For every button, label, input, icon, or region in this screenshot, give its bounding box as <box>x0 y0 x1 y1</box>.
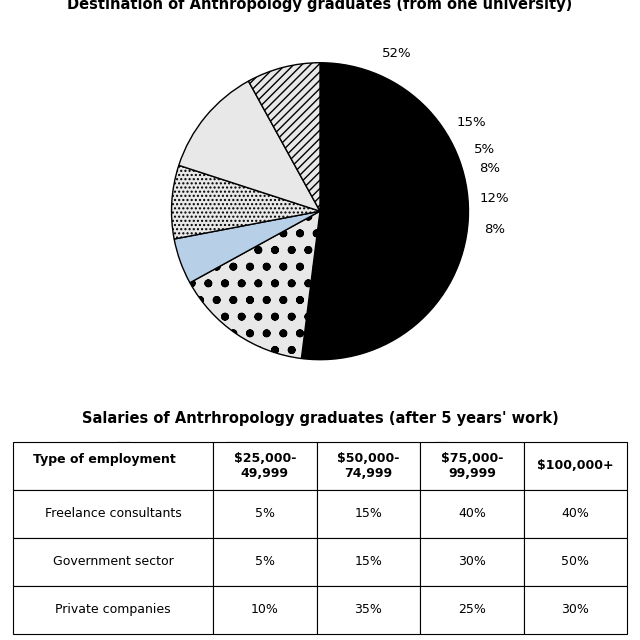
Text: 12%: 12% <box>480 193 509 205</box>
Legend: Full-time work, Part-time work, Part-time work + postgrad study, Full-time postg: Full-time work, Part-time work, Part-tim… <box>114 438 526 473</box>
Text: 52%: 52% <box>382 47 412 60</box>
Text: 8%: 8% <box>484 223 505 236</box>
Text: Salaries of Antrhropology graduates (after 5 years' work): Salaries of Antrhropology graduates (aft… <box>82 412 558 426</box>
Wedge shape <box>174 211 320 283</box>
Wedge shape <box>179 81 320 211</box>
Text: 15%: 15% <box>456 116 486 129</box>
Text: 5%: 5% <box>474 143 495 156</box>
Text: 8%: 8% <box>479 163 500 175</box>
Wedge shape <box>248 63 320 211</box>
Wedge shape <box>172 165 320 239</box>
Wedge shape <box>301 63 468 360</box>
Title: Destination of Anthropology graduates (from one university): Destination of Anthropology graduates (f… <box>67 0 573 12</box>
Wedge shape <box>190 211 320 358</box>
